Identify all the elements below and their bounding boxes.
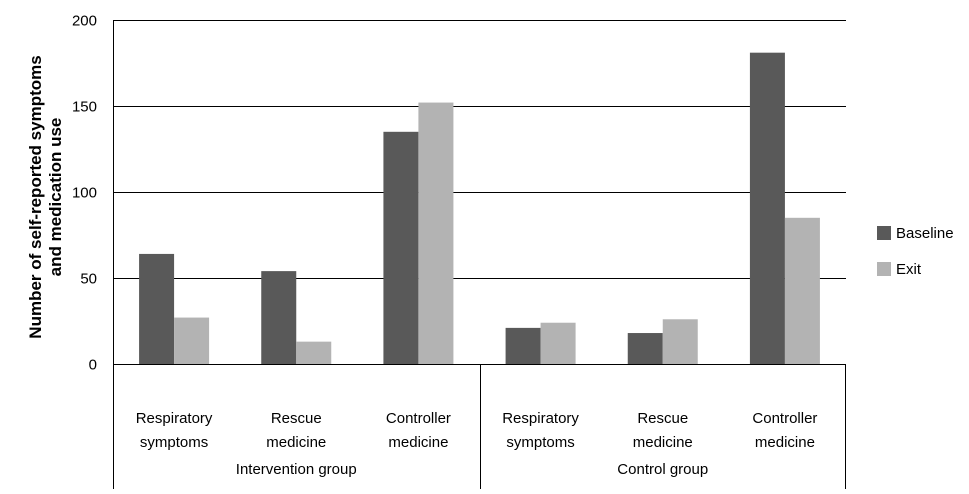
bar-exit-0-1 bbox=[296, 341, 332, 364]
category-label: medicine bbox=[633, 434, 693, 451]
category-label: medicine bbox=[755, 434, 815, 451]
category-label: Respiratory bbox=[136, 410, 213, 427]
y-tick-label: 200 bbox=[72, 13, 97, 30]
legend-swatch-exit bbox=[877, 262, 891, 276]
category-label: medicine bbox=[388, 434, 448, 451]
group-label: Control group bbox=[617, 461, 708, 478]
category-label: medicine bbox=[266, 434, 326, 451]
y-tick-label: 100 bbox=[72, 185, 97, 202]
bar-exit-1-1 bbox=[662, 319, 698, 364]
y-axis-title-line: Number of self-reported symptoms bbox=[26, 55, 45, 338]
category-label: symptoms bbox=[506, 434, 574, 451]
bar-baseline-0-2 bbox=[383, 131, 419, 364]
bar-exit-1-2 bbox=[784, 217, 820, 364]
bar-exit-1-0 bbox=[540, 322, 576, 364]
y-tick-label: 0 bbox=[89, 357, 97, 374]
bar-exit-0-0 bbox=[174, 317, 210, 364]
category-label: Controller bbox=[752, 410, 817, 427]
bar-baseline-1-0 bbox=[505, 327, 541, 364]
category-label: Rescue bbox=[271, 410, 322, 427]
legend-label-exit: Exit bbox=[896, 261, 922, 278]
bar-exit-0-2 bbox=[418, 102, 454, 364]
y-axis-title-line: and medication use bbox=[46, 118, 65, 277]
category-label: Respiratory bbox=[502, 410, 579, 427]
y-axis-title: Number of self-reported symptomsand medi… bbox=[26, 55, 65, 338]
legend: Baseline Exit bbox=[877, 225, 954, 278]
category-label: Controller bbox=[386, 410, 451, 427]
bar-baseline-0-0 bbox=[139, 253, 175, 364]
legend-swatch-baseline bbox=[877, 226, 891, 240]
y-tick-label: 150 bbox=[72, 99, 97, 116]
labels: 0 50 100 150 200 Respiratory symptoms Rescue med… bbox=[26, 13, 817, 479]
category-label: symptoms bbox=[140, 434, 208, 451]
legend-label-baseline: Baseline bbox=[896, 225, 954, 242]
category-label: Rescue bbox=[637, 410, 688, 427]
bars bbox=[139, 52, 820, 365]
bar-baseline-1-2 bbox=[749, 52, 785, 365]
gridlines bbox=[113, 20, 846, 279]
axes bbox=[113, 20, 846, 489]
group-label: Intervention group bbox=[236, 461, 357, 478]
bar-baseline-1-1 bbox=[627, 333, 663, 364]
y-tick-label: 50 bbox=[80, 271, 97, 288]
bar-baseline-0-1 bbox=[261, 271, 297, 364]
